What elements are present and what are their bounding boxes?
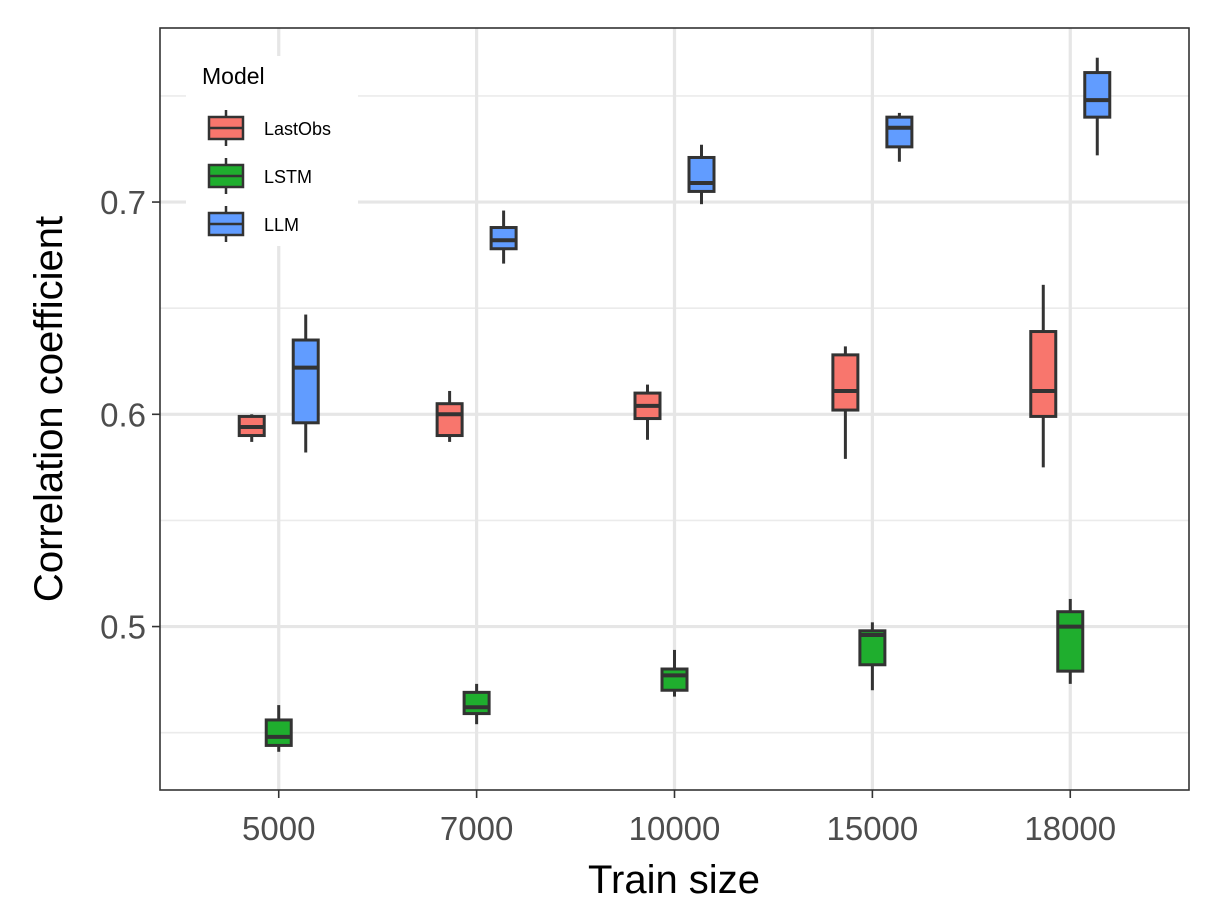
box-body [831,353,860,412]
box-lastobs-18000 [1029,284,1058,468]
legend-item-lstm: LSTM [207,158,312,194]
box-llm-7000 [489,210,518,264]
y-axis: 0.5 0.6 0.7 [100,184,160,646]
boxes-layer [237,57,1112,752]
y-tick-label: 0.7 [100,184,146,221]
box-llm-15000 [885,112,914,162]
box-body [885,115,914,149]
box-body [435,402,464,438]
box-lastobs-5000 [237,414,266,442]
x-axis-title: Train size [588,858,760,902]
x-tick-label: 18000 [1024,810,1116,847]
box-lastobs-15000 [831,346,860,459]
box-body [1029,330,1058,418]
box-llm-18000 [1083,57,1112,156]
box-lstm-15000 [858,622,887,691]
box-llm-10000 [687,144,716,205]
box-body [462,690,491,716]
legend: Model LastObs LSTM LLM [186,56,358,246]
x-tick-label: 7000 [440,810,513,847]
box-body [264,718,293,747]
box-llm-5000 [291,314,320,453]
legend-title: Model [202,63,265,89]
y-tick-label: 0.6 [100,396,146,433]
legend-label: LastObs [264,119,331,139]
box-body [687,155,716,193]
box-lastobs-7000 [435,390,464,442]
box-body [660,667,689,692]
legend-label: LLM [264,215,299,235]
x-tick-label: 10000 [629,810,721,847]
box-lstm-10000 [660,649,689,697]
box-lstm-18000 [1056,598,1085,684]
legend-item-lastobs: LastObs [207,110,331,146]
box-lstm-7000 [462,683,491,725]
box-body [1083,71,1112,119]
box-body [291,338,320,425]
box-body [1056,610,1085,673]
y-axis-title: Correlation coefficient [27,216,71,602]
x-tick-label: 15000 [827,810,919,847]
box-body [489,226,518,251]
legend-item-llm: LLM [207,206,299,242]
x-tick-label: 5000 [242,810,315,847]
box-lstm-5000 [264,705,293,752]
x-axis: 5000 7000 10000 15000 18000 [242,790,1116,847]
legend-label: LSTM [264,167,312,187]
y-tick-label: 0.5 [100,609,146,646]
box-lastobs-10000 [633,384,662,440]
